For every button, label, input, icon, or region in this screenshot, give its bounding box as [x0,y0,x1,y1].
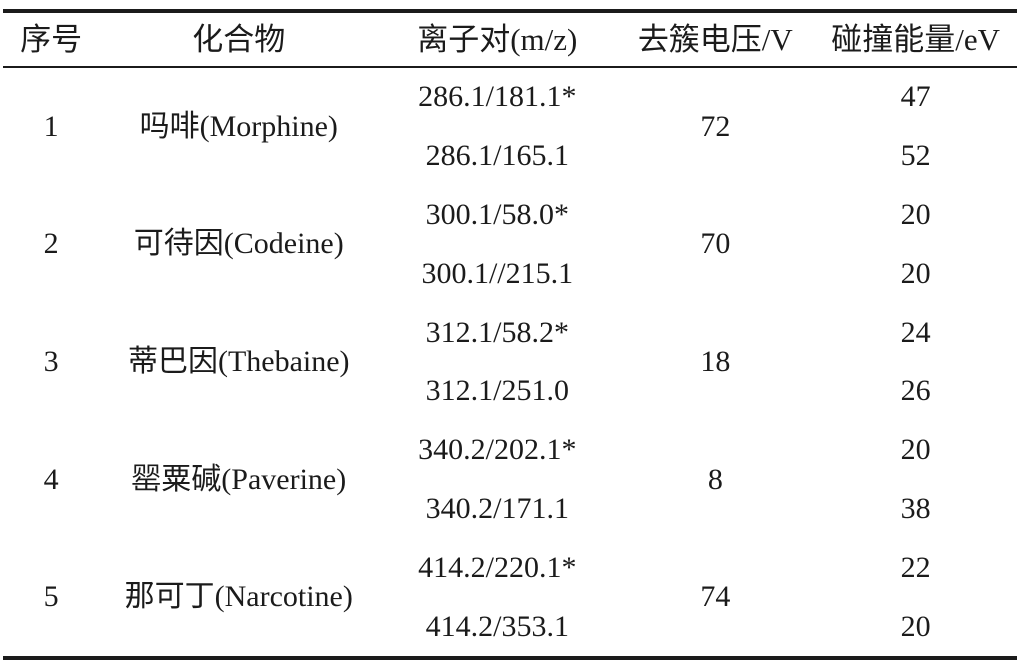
cell-no: 4 [43,462,59,496]
cell-ce: 24 [900,315,931,349]
cell-ce: 20 [900,609,931,643]
cell-ion-pair: 286.1/181.1* [418,80,577,114]
cell-ion-pair: 300.1/58.0* [425,197,569,231]
cell-ce: 52 [900,139,931,173]
table-row: 5 那可丁(Narcotine) 414.2/220.1* 74 22 [3,538,1017,611]
cell-ce: 47 [900,80,931,114]
cell-compound: 蒂巴因(Thebaine) [127,344,350,378]
cell-no: 1 [43,109,59,143]
cell-dp: 74 [700,580,731,614]
cell-ce: 20 [900,197,931,231]
cell-ion-pair: 312.1/58.2* [425,315,569,349]
header-row: 序号 化合物 离子对(m/z) 去簇电压/V 碰撞能量/eV [3,11,1017,68]
cell-no: 3 [43,344,59,378]
table-row: 286.1/165.1 52 [3,127,1017,186]
cell-dp: 70 [700,227,731,261]
table-row: 300.1//215.1 20 [3,244,1017,303]
cell-ion-pair: 286.1/165.1 [425,139,569,173]
cell-ion-pair: 414.2/220.1* [418,550,577,584]
column-header-ion-pair: 离子对(m/z) [378,11,617,68]
cell-compound: 可待因(Codeine) [133,227,344,261]
cell-ion-pair: 340.2/202.1* [418,433,577,467]
column-header-compound: 化合物 [99,11,379,68]
cell-ion-pair: 340.2/171.1 [425,491,569,525]
column-header-declustering-potential: 去簇电压/V [616,11,815,68]
mrm-parameters-table: 序号 化合物 离子对(m/z) 去簇电压/V 碰撞能量/eV 1 吗啡(Morp… [3,9,1017,660]
table-row: 3 蒂巴因(Thebaine) 312.1/58.2* 18 24 [3,303,1017,376]
cell-ce: 38 [900,491,931,525]
table-row: 414.2/353.1 20 [3,597,1017,658]
cell-no: 5 [43,580,59,614]
cell-dp: 72 [700,109,731,143]
cell-ion-pair: 312.1/251.0 [425,374,569,408]
table-row: 1 吗啡(Morphine) 286.1/181.1* 72 47 [3,67,1017,141]
cell-compound: 吗啡(Morphine) [139,109,338,143]
cell-compound: 罂粟碱(Paverine) [131,462,347,496]
cell-compound: 那可丁(Narcotine) [124,580,353,614]
table-row: 2 可待因(Codeine) 300.1/58.0* 70 20 [3,186,1017,259]
cell-ce: 26 [900,374,931,408]
cell-ce: 22 [900,550,931,584]
cell-dp: 8 [707,462,723,496]
cell-ce: 20 [900,256,931,290]
cell-dp: 18 [700,344,731,378]
table-row: 340.2/171.1 38 [3,480,1017,539]
cell-ce: 20 [900,433,931,467]
table-row: 4 罂粟碱(Paverine) 340.2/202.1* 8 20 [3,421,1017,494]
cell-ion-pair: 414.2/353.1 [425,609,569,643]
column-header-no: 序号 [3,11,100,68]
table-row: 312.1/251.0 26 [3,362,1017,421]
cell-ion-pair: 300.1//215.1 [421,256,574,290]
column-header-collision-energy: 碰撞能量/eV [814,11,1017,68]
cell-no: 2 [43,227,59,261]
